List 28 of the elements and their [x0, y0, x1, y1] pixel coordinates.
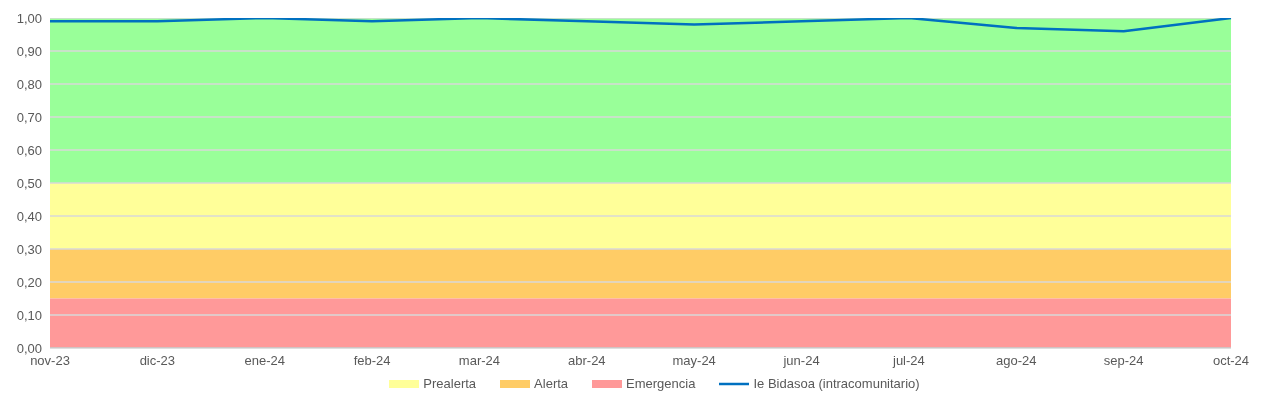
y-tick-label: 0,40	[16, 208, 42, 224]
x-tick-label: ene-24	[244, 353, 285, 369]
x-tick-label: jun-24	[782, 353, 820, 369]
y-tick-label: 0,10	[16, 307, 42, 323]
x-tick-label: dic-23	[139, 353, 176, 369]
x-tick-label: abr-24	[568, 353, 606, 369]
y-tick-label: 0,70	[16, 109, 42, 125]
x-tick-label: feb-24	[353, 353, 391, 369]
x-tick-label: nov-23	[30, 353, 70, 369]
legend-label: Ie Bidasoa (intracomunitario)	[753, 376, 920, 391]
x-tick-label: mar-24	[458, 353, 501, 369]
y-tick-label: 0,20	[16, 274, 42, 290]
legend-label: Emergencia	[626, 376, 696, 391]
y-tick-label: 0,90	[16, 43, 42, 59]
x-tick-label: may-24	[672, 353, 716, 369]
y-tick-label: 0,50	[16, 175, 42, 191]
line-series	[48, 18, 1233, 33]
y-tick-label: 0,80	[16, 76, 42, 92]
y-tick-label: 0,60	[16, 142, 42, 158]
x-tick-label: oct-24	[1212, 353, 1250, 369]
legend-label: Alerta	[534, 376, 569, 391]
y-tick-label: 1,00	[16, 10, 42, 26]
legend-label: Prealerta	[423, 376, 477, 391]
x-tick-label: ago-24	[996, 353, 1037, 369]
x-tick-label: jul-24	[892, 353, 925, 369]
x-tick-label: sep-24	[1103, 353, 1144, 369]
y-tick-label: 0,30	[16, 241, 42, 257]
y-tick-label: 0,00	[16, 340, 42, 356]
